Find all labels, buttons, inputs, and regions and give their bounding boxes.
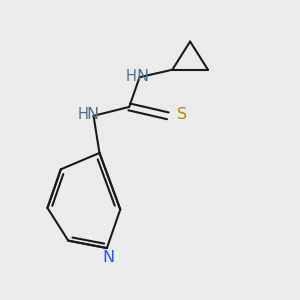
Text: N: N — [136, 69, 148, 84]
Text: N: N — [102, 250, 115, 265]
Text: H: H — [78, 107, 88, 122]
Text: H: H — [125, 69, 136, 84]
Text: N: N — [86, 107, 98, 122]
Text: S: S — [177, 107, 187, 122]
